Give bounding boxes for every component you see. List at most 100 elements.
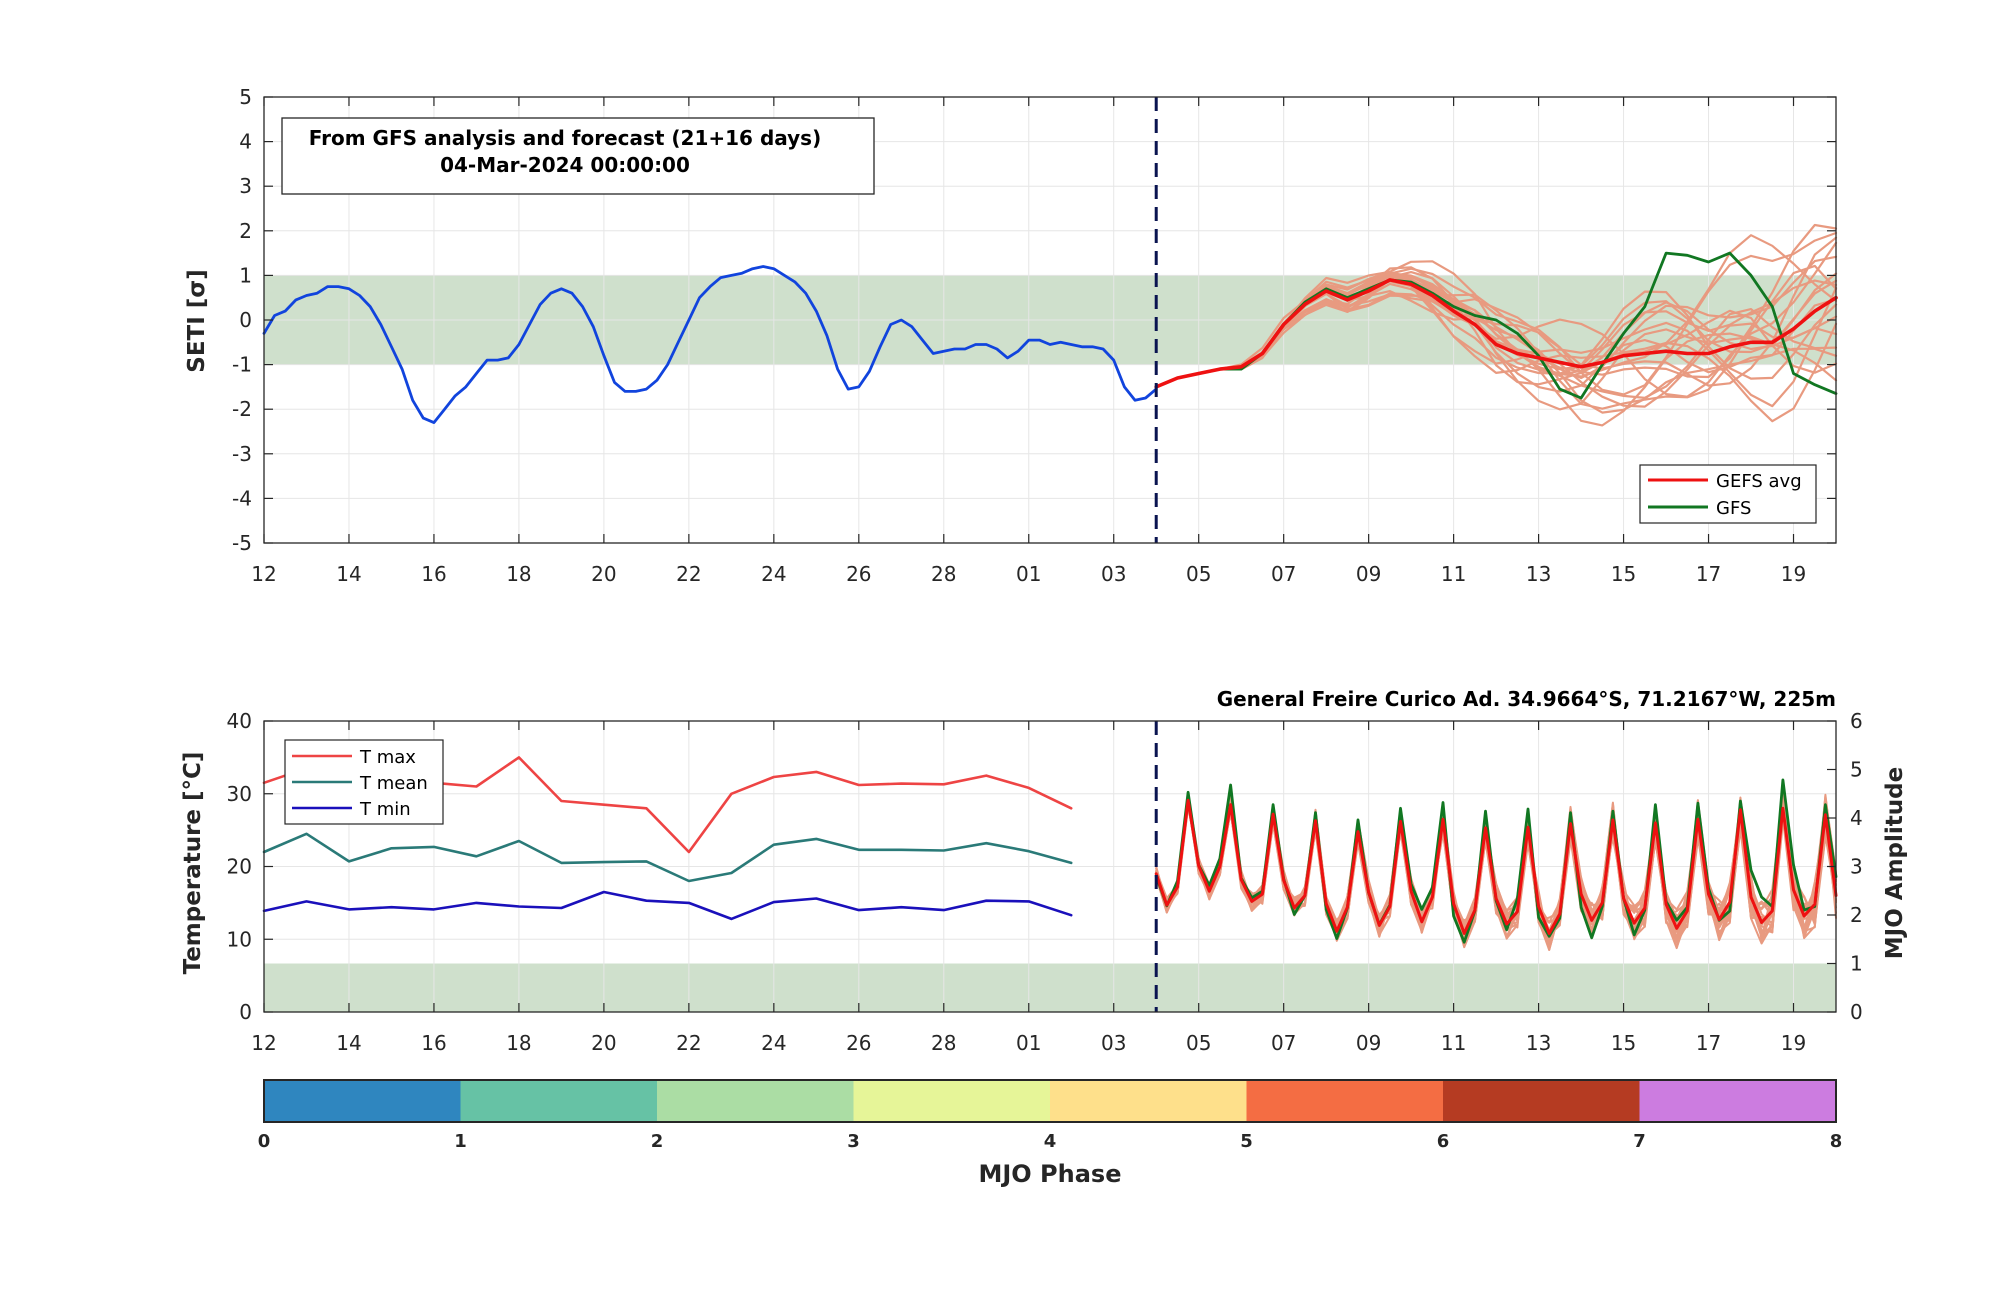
- y-tick-label: 5: [239, 85, 252, 109]
- y-tick-label: 40: [227, 709, 252, 733]
- x-tick-label: 15: [1611, 562, 1636, 586]
- legend-gefs-avg: GEFS avg: [1716, 471, 1802, 492]
- y-tick-label: -2: [232, 397, 252, 421]
- y-tick-label: 1: [239, 263, 252, 287]
- x-tick-label: 16: [421, 1031, 446, 1055]
- legend-tmin: T min: [359, 799, 411, 820]
- colorbar-tick-label: 6: [1437, 1131, 1450, 1152]
- colorbar-cell: [657, 1080, 854, 1122]
- temp-line-t-mean: [262, 832, 1073, 883]
- temperature-ylabel: Temperature [°C]: [180, 752, 206, 975]
- x-tick-label: 01: [1016, 1031, 1041, 1055]
- x-tick-label: 28: [931, 1031, 956, 1055]
- colorbar-cell: [1050, 1080, 1247, 1122]
- x-tick-label: 09: [1356, 562, 1381, 586]
- y2-tick-label: 3: [1850, 855, 1863, 879]
- x-tick-label: 18: [506, 562, 531, 586]
- x-tick-label: 15: [1611, 1031, 1636, 1055]
- x-tick-label: 14: [336, 562, 361, 586]
- temperature-series: [262, 756, 1838, 944]
- station-title: General Freire Curico Ad. 34.9664°S, 71.…: [1217, 687, 1836, 711]
- series-line-gefs_avg: [1154, 278, 1838, 389]
- annotation-line2: 04-Mar-2024 00:00:00: [440, 153, 690, 177]
- colorbar-tick-label: 5: [1240, 1131, 1253, 1152]
- legend-tmax: T max: [359, 747, 416, 768]
- ensemble-member-line: [1155, 241, 1838, 398]
- y-tick-label: 0: [239, 308, 252, 332]
- x-tick-label: 01: [1016, 562, 1041, 586]
- y-tick-label: 0: [239, 1000, 252, 1024]
- x-tick-label: 05: [1186, 562, 1211, 586]
- colorbar-cell: [1639, 1080, 1837, 1122]
- colorbar-label: MJO Phase: [978, 1160, 1121, 1188]
- legend-gfs: GFS: [1716, 498, 1751, 519]
- y-tick-label: 3: [239, 174, 252, 198]
- seti-legend: GEFS avg GFS: [1639, 464, 1817, 524]
- y2-tick-label: 0: [1850, 1000, 1863, 1024]
- colorbar-tick-label: 7: [1633, 1131, 1646, 1152]
- y-tick-label: 30: [227, 782, 252, 806]
- x-tick-label: 18: [506, 1031, 531, 1055]
- annotation-box: From GFS analysis and forecast (21+16 da…: [281, 117, 875, 195]
- y2-tick-label: 4: [1850, 806, 1863, 830]
- x-tick-label: 11: [1441, 562, 1466, 586]
- y-tick-label: 2: [239, 219, 252, 243]
- y-tick-label: 20: [227, 855, 252, 879]
- x-tick-label: 22: [676, 1031, 701, 1055]
- y2-tick-label: 5: [1850, 758, 1863, 782]
- y-tick-label: -5: [232, 531, 252, 555]
- x-tick-label: 24: [761, 1031, 786, 1055]
- x-tick-label: 24: [761, 562, 786, 586]
- colorbar-cell: [1246, 1080, 1444, 1122]
- x-tick-label: 19: [1781, 562, 1806, 586]
- x-tick-label: 16: [421, 562, 446, 586]
- seti-series: [262, 251, 1838, 425]
- x-tick-label: 09: [1356, 1031, 1381, 1055]
- ensemble-member-line: [1155, 272, 1838, 427]
- colorbar-cell: [460, 1080, 658, 1122]
- colorbar-tick-label: 8: [1830, 1131, 1843, 1152]
- seti-ticks: 12 14 16 18 20 22 24 26 28 01 03 05 07 09 11 13 15 17 19-5…: [232, 85, 1836, 586]
- y-tick-label: 10: [227, 927, 252, 951]
- x-tick-label: 13: [1526, 562, 1551, 586]
- x-tick-label: 07: [1271, 562, 1296, 586]
- colorbar-tick-label: 0: [258, 1131, 271, 1152]
- x-tick-label: 26: [846, 562, 871, 586]
- mjo-amplitude-ylabel: MJO Amplitude: [1882, 767, 1908, 959]
- mjo-amplitude-band: [264, 963, 1836, 1012]
- colorbar-tick-label: 1: [454, 1131, 467, 1152]
- y2-tick-label: 6: [1850, 709, 1863, 733]
- colorbar-tick-label: 3: [847, 1131, 860, 1152]
- colorbar-cell: [853, 1080, 1051, 1122]
- seti-ylabel: SETI [σ]: [184, 269, 210, 372]
- x-tick-label: 05: [1186, 1031, 1211, 1055]
- x-tick-label: 17: [1696, 562, 1721, 586]
- y-tick-label: -3: [232, 442, 252, 466]
- x-tick-label: 20: [591, 1031, 616, 1055]
- x-tick-label: 03: [1101, 562, 1126, 586]
- colorbar-tick-label: 2: [651, 1131, 664, 1152]
- y-tick-label: -4: [232, 486, 252, 510]
- x-tick-label: 11: [1441, 1031, 1466, 1055]
- x-tick-label: 26: [846, 1031, 871, 1055]
- y-tick-label: -1: [232, 353, 252, 377]
- mjo-phase-colorbar: 0 1 2 3 4 5 6 7 8 MJO Phase: [258, 1079, 1843, 1188]
- x-tick-label: 14: [336, 1031, 361, 1055]
- x-tick-label: 28: [931, 562, 956, 586]
- colorbar-cell: [1443, 1080, 1640, 1122]
- temp-line-t-min: [262, 890, 1073, 921]
- temp-line-gefs_avg_temp: [1154, 798, 1838, 935]
- series-line-analysis: [262, 265, 1158, 425]
- x-tick-label: 03: [1101, 1031, 1126, 1055]
- y2-tick-label: 1: [1850, 952, 1863, 976]
- x-tick-label: 12: [251, 562, 276, 586]
- seti-panel: 12 14 16 18 20 22 24 26 28 01 03 05 07 09 11 13 15 17 19-5…: [184, 85, 1838, 586]
- colorbar-tick-label: 4: [1044, 1131, 1057, 1152]
- y2-tick-label: 2: [1850, 903, 1863, 927]
- x-tick-label: 17: [1696, 1031, 1721, 1055]
- x-tick-label: 19: [1781, 1031, 1806, 1055]
- temperature-legend: T max T mean T min: [284, 739, 444, 825]
- temperature-ticks: 12 14 16 18 20 22 24 26 28 01 03 05 07 09 11 13 15 17 1901…: [227, 709, 1863, 1055]
- y-tick-label: 4: [239, 130, 252, 154]
